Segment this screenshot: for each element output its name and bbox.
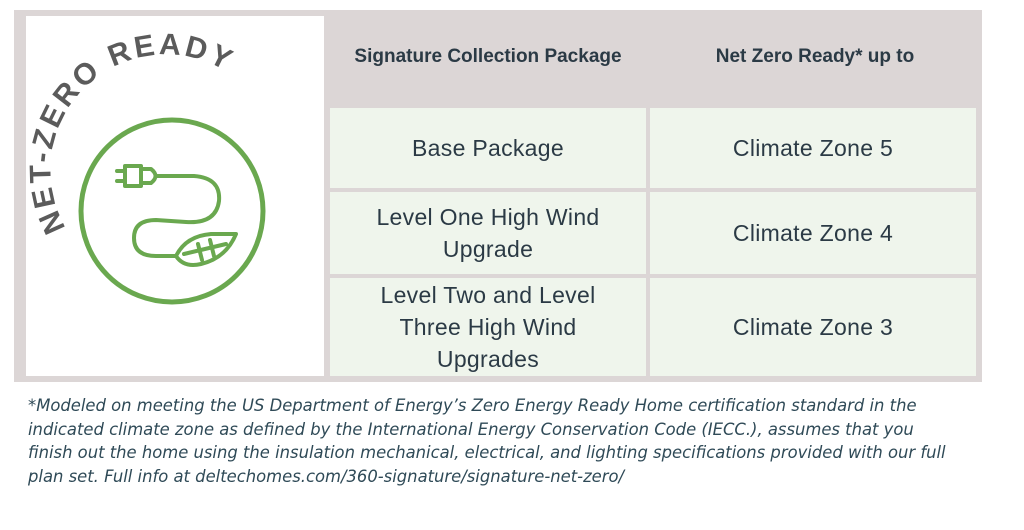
row-3-zone: Climate Zone 3: [650, 278, 976, 376]
svg-text:NET-ZERO READY: NET-ZERO READY: [26, 28, 240, 239]
row-2-zone: Climate Zone 4: [650, 192, 976, 274]
row-1-package: Base Package: [330, 108, 646, 188]
header-zone: Net Zero Ready* up to: [650, 10, 980, 104]
row-3-package: Level Two and Level Three High Wind Upgr…: [330, 278, 646, 376]
net-zero-ready-logo: NET-ZERO READY: [26, 16, 324, 376]
plug-leaf-icon: NET-ZERO READY: [26, 28, 266, 305]
row-2-package: Level One High Wind Upgrade: [330, 192, 646, 274]
row-2-package-text: Level One High Wind Upgrade: [376, 204, 600, 262]
header-package: Signature Collection Package: [330, 10, 646, 104]
logo-arc-text: NET-ZERO READY: [26, 28, 237, 239]
row-1-zone: Climate Zone 5: [650, 108, 976, 188]
footnote: *Modeled on meeting the US Department of…: [28, 396, 946, 486]
row-3-package-text: Level Two and Level Three High Wind Upgr…: [380, 282, 596, 372]
